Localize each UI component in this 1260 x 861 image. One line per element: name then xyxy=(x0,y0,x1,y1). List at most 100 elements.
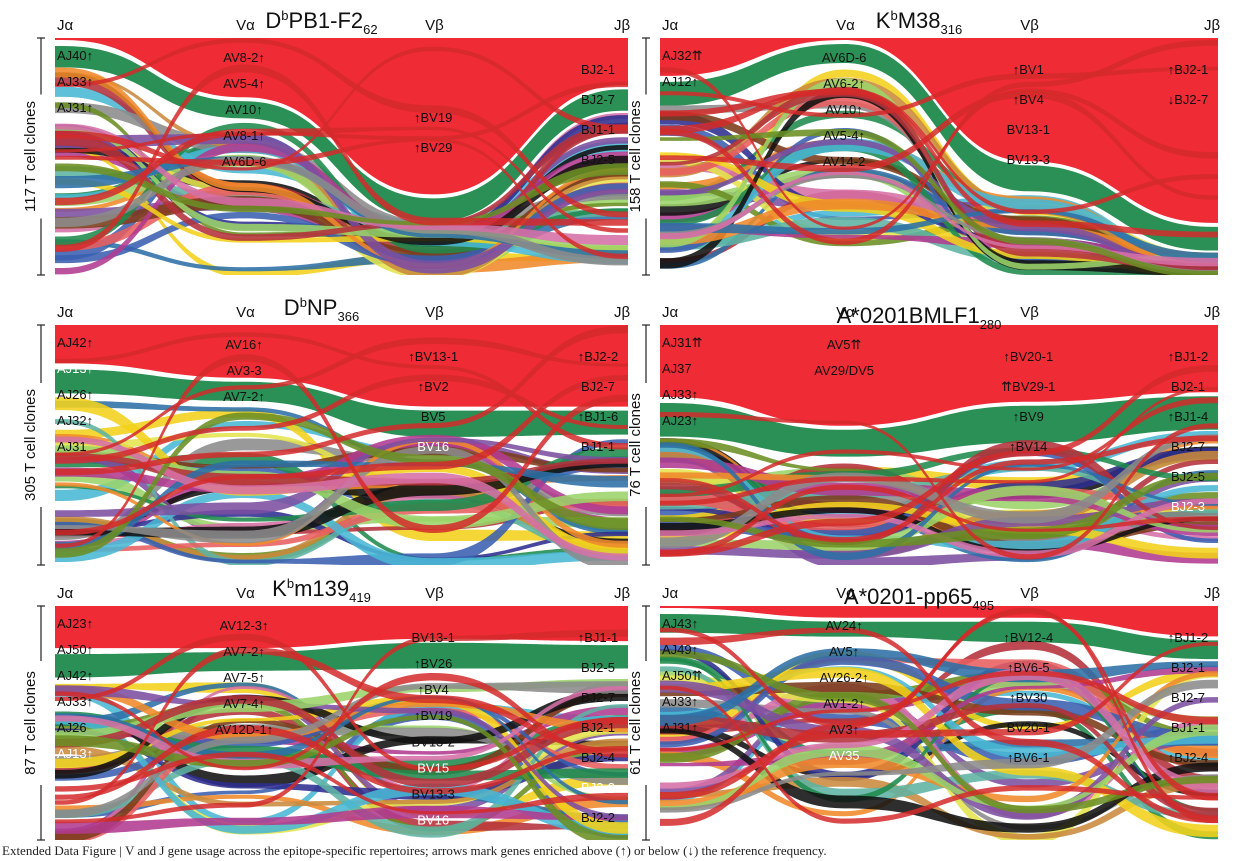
column-header: Vα xyxy=(236,304,255,321)
axis-label-gap xyxy=(32,661,50,785)
column-header: Vβ xyxy=(425,585,444,602)
flow-second-clone xyxy=(55,46,628,222)
flow-clone xyxy=(55,102,628,235)
segment-label: AV26-2↑ xyxy=(820,670,869,685)
flow-clone xyxy=(55,672,628,771)
flow-clone xyxy=(55,685,628,742)
segment-label: AV7-2↑ xyxy=(223,389,265,404)
segment-label: AJ32⇈ xyxy=(662,48,703,63)
y-axis-label: 117 T cell clones xyxy=(22,101,39,212)
segment-label: ↑BJ1-2 xyxy=(1168,630,1208,645)
segment-label: AJ13↑ xyxy=(57,361,93,376)
panel-kb-m38: KbM38316 158 T cell clones Jα Vα Vβ Jβ AJ32… xyxy=(627,8,1221,276)
panel-kb-m139: Kbm139419 87 T cell clones Jα Vα Vβ Jβ AJ23… xyxy=(22,576,631,841)
column-header: Jβ xyxy=(614,304,631,321)
segment-label: AV7-5↑ xyxy=(223,670,265,685)
segment-label: AJ37 xyxy=(662,361,692,376)
segment-label: BV13-1 xyxy=(1007,122,1050,137)
flow-clone xyxy=(660,501,1218,559)
column-header: Vβ xyxy=(1020,304,1039,321)
flow-clone xyxy=(55,163,628,226)
segment-label: AJ42↑ xyxy=(57,668,93,683)
flow-dominant-clone xyxy=(660,606,1218,637)
segment-label: ↑BJ1-1 xyxy=(578,630,618,645)
flow-clone xyxy=(660,702,1218,818)
panel-title: KbM38316 xyxy=(876,8,962,37)
segment-label: AJ31 xyxy=(57,439,87,454)
segment-label: AV5↑ xyxy=(829,644,859,659)
column-header: Vα xyxy=(836,585,855,602)
segment-label: AJ49↑ xyxy=(662,642,698,657)
column-header: Jβ xyxy=(614,17,631,34)
segment-label: AJ31↑ xyxy=(662,720,698,735)
segment-label: ↑BV6-5 xyxy=(1007,660,1050,675)
column-header: Jβ xyxy=(1204,304,1221,321)
flow-clone xyxy=(55,375,628,536)
segment-label: AJ23↑ xyxy=(662,413,698,428)
flow-clone xyxy=(660,668,1218,794)
flow-clone xyxy=(660,66,1218,118)
y-axis-bracket xyxy=(32,605,50,841)
segment-label: AJ50⇈ xyxy=(662,668,703,683)
segment-label: BJ2-1 xyxy=(581,720,615,735)
flow-clone xyxy=(660,680,1218,820)
segment-label: BJ2-2 xyxy=(581,810,615,825)
flow-clone xyxy=(55,714,628,840)
segment-label: BJ2-3 xyxy=(1171,499,1205,514)
flow-clone xyxy=(660,650,1218,739)
column-header: Jα xyxy=(662,585,679,602)
flow-clone xyxy=(660,397,1218,498)
segment-label: BJ2-3 xyxy=(581,780,615,795)
flow-clone xyxy=(660,507,1218,554)
flow-clone xyxy=(660,442,1218,561)
segment-label: AV29/DV5 xyxy=(814,363,874,378)
segment-label: AV8-2↑ xyxy=(223,50,265,65)
segment-label: AV16↑ xyxy=(225,337,262,352)
flow-clone xyxy=(55,332,628,450)
segment-label: AJ50↑ xyxy=(57,642,93,657)
flow-clone xyxy=(55,156,628,266)
column-header: Jα xyxy=(57,585,74,602)
flow-clone xyxy=(55,142,628,275)
segment-label: AV5-4↑ xyxy=(823,128,865,143)
segment-label: BV20-1 xyxy=(1007,720,1050,735)
y-axis-bracket xyxy=(637,37,655,276)
segment-label: AJ31⇈ xyxy=(662,335,703,350)
panel-db-np: DbNP366 305 T cell clones Jα Vα Vβ Jβ AJ42↑… xyxy=(22,295,631,566)
flow-dominant-clone xyxy=(660,325,1218,426)
flow-clone xyxy=(55,805,628,834)
segment-label: AV10↑ xyxy=(225,102,262,117)
flow-clone xyxy=(55,436,628,561)
flow-clone xyxy=(55,354,628,548)
segment-label: ↑BV14 xyxy=(1009,439,1047,454)
segment-label: BJ1-1 xyxy=(581,122,615,137)
flow-area xyxy=(660,38,1218,275)
column-header: Jα xyxy=(57,17,74,34)
segment-label: ↑BJ2-2 xyxy=(578,349,618,364)
flow-area xyxy=(660,325,1218,565)
flow-clone xyxy=(55,81,628,153)
segment-label: ↑BJ2-1 xyxy=(1168,62,1208,77)
segment-label: BJ2-7 xyxy=(581,92,615,107)
segment-label: ↑BV13-1 xyxy=(408,349,458,364)
y-axis-bracket xyxy=(637,324,655,566)
flow-area xyxy=(55,606,628,840)
segment-label: ↓BJ2-7 xyxy=(1168,92,1208,107)
column-header: Vβ xyxy=(425,17,444,34)
segment-label: ↑BJ1-4 xyxy=(1168,409,1208,424)
flow-clone xyxy=(55,447,628,522)
flow-clone xyxy=(660,171,1218,267)
segment-label: AV24↑ xyxy=(825,618,862,633)
flow-clone xyxy=(55,124,628,241)
panel-title: Kbm139419 xyxy=(272,576,371,605)
column-header: Jβ xyxy=(614,585,631,602)
segment-label: ↑BV19 xyxy=(414,708,452,723)
segment-label: BV16 xyxy=(417,813,449,828)
segment-label: AJ23↑ xyxy=(57,616,93,631)
column-header: Jα xyxy=(662,17,679,34)
flow-clone xyxy=(660,683,1218,819)
segment-label: BV5 xyxy=(421,409,446,424)
segment-label: BV13-3 xyxy=(1007,152,1050,167)
figure-caption: Extended Data Figure | V and J gene usag… xyxy=(2,843,827,858)
segment-label: ↑BV1 xyxy=(1013,62,1044,77)
